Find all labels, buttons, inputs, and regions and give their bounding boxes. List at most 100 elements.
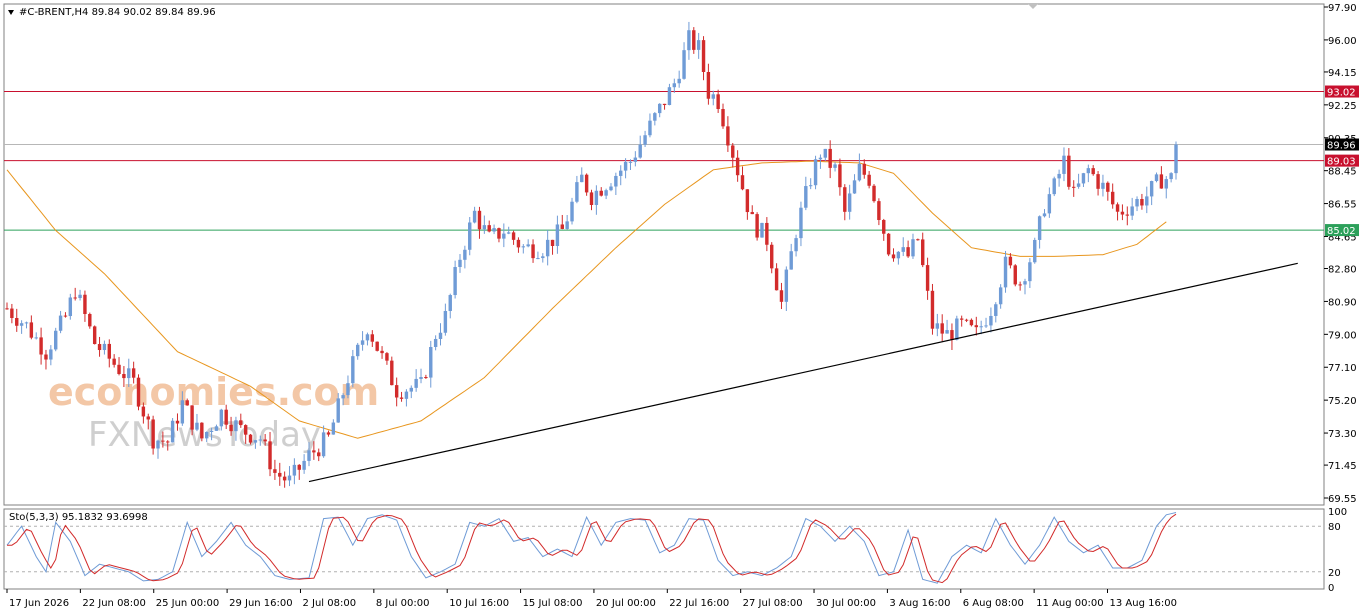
stochastic-oscillator: 100 80 20 0 bbox=[4, 507, 1347, 594]
candle-body bbox=[1164, 179, 1168, 189]
time-axis: 17 Jun 2026 22 Jun 08:00 25 Jun 00:00 29 Ju… bbox=[6, 589, 1177, 609]
candle-body bbox=[273, 469, 277, 473]
candle-body bbox=[1154, 174, 1159, 182]
price-tag-label: 89.03 bbox=[1327, 157, 1356, 168]
candle-body bbox=[1047, 194, 1052, 214]
candle-body bbox=[1062, 155, 1066, 174]
moving-average bbox=[6, 160, 1167, 439]
candle-body bbox=[770, 244, 774, 269]
x-tick-label: 22 Jun 08:00 bbox=[82, 598, 146, 609]
candle-body bbox=[711, 94, 715, 99]
candle-body bbox=[594, 190, 599, 205]
candle-body bbox=[760, 222, 764, 238]
candle-body bbox=[847, 193, 852, 212]
candle-body bbox=[959, 318, 964, 320]
x-tick-label: 20 Jul 00:00 bbox=[596, 598, 656, 609]
candle-body bbox=[331, 422, 336, 435]
candle-body bbox=[209, 430, 214, 432]
candle-body bbox=[955, 318, 959, 340]
watermark-economies: economies.com bbox=[48, 370, 379, 414]
candle-body bbox=[570, 201, 574, 222]
x-tick-label: 25 Jun 00:00 bbox=[156, 598, 220, 609]
x-tick-label: 27 Jul 08:00 bbox=[743, 598, 803, 609]
candle-body bbox=[1159, 174, 1164, 189]
candle-body bbox=[321, 432, 326, 457]
candle-body bbox=[317, 452, 321, 457]
candle-body bbox=[799, 207, 803, 239]
candle-body bbox=[243, 425, 248, 435]
candle-body bbox=[516, 239, 521, 248]
candle-body bbox=[1023, 281, 1027, 285]
candle-body bbox=[463, 249, 467, 260]
candle-body bbox=[58, 315, 63, 331]
candle-body bbox=[170, 420, 175, 443]
candle-body bbox=[998, 287, 1003, 305]
candle-body bbox=[185, 400, 189, 406]
candle-body bbox=[1033, 239, 1037, 263]
candle-body bbox=[375, 341, 379, 351]
candle-body bbox=[448, 295, 452, 311]
y-tick-label: 71.45 bbox=[1328, 461, 1357, 472]
triangle-down-icon[interactable] bbox=[8, 10, 14, 15]
price-tag-label: 85.02 bbox=[1327, 226, 1356, 237]
candle-body bbox=[44, 354, 48, 360]
candle-body bbox=[823, 148, 828, 158]
y-tick-label: 84.65 bbox=[1328, 232, 1357, 243]
candle-body bbox=[195, 422, 199, 430]
candle-body bbox=[49, 349, 53, 360]
candle-body bbox=[896, 251, 901, 259]
support-trendline bbox=[308, 262, 1298, 483]
x-tick-label: 17 Jun 2026 bbox=[9, 598, 69, 609]
candle-body bbox=[964, 319, 969, 321]
candle-body bbox=[916, 239, 920, 241]
stoch-panel-frame bbox=[3, 508, 1325, 590]
candle-body bbox=[404, 391, 409, 399]
candle-body bbox=[136, 377, 141, 407]
level-lines bbox=[4, 91, 1324, 231]
candle-body bbox=[131, 368, 136, 378]
candle-body bbox=[774, 268, 779, 291]
x-tick-label: 29 Jun 16:00 bbox=[229, 598, 293, 609]
candle-body bbox=[1028, 262, 1032, 282]
candle-body bbox=[258, 439, 262, 441]
candle-body bbox=[253, 440, 258, 443]
stoch-axis-label: 0 bbox=[1328, 583, 1334, 594]
candle-body bbox=[180, 400, 185, 424]
candle-body bbox=[989, 315, 993, 326]
stoch-axis-label: 100 bbox=[1328, 507, 1347, 518]
chart-shift-icon[interactable] bbox=[1028, 4, 1038, 9]
candle-body bbox=[336, 398, 340, 423]
candle-body bbox=[940, 323, 944, 334]
candle-body bbox=[857, 163, 862, 181]
stoch-axis-label: 20 bbox=[1328, 568, 1341, 579]
candle-body bbox=[239, 420, 243, 426]
candle-body bbox=[88, 314, 92, 327]
candle-body bbox=[360, 340, 365, 345]
candle-body bbox=[302, 460, 306, 470]
candle-body bbox=[97, 344, 102, 351]
y-tick-label: 88.45 bbox=[1328, 167, 1357, 178]
candle-body bbox=[628, 161, 633, 163]
candle-body bbox=[414, 378, 418, 388]
candle-body bbox=[1042, 213, 1047, 217]
y-tick-label: 77.10 bbox=[1328, 363, 1357, 374]
candle-body bbox=[838, 164, 842, 188]
x-tick-label: 15 Jul 08:00 bbox=[523, 598, 583, 609]
candle-body bbox=[784, 269, 789, 302]
stoch-main-line bbox=[6, 512, 1177, 584]
candle-body bbox=[24, 322, 29, 324]
candle-body bbox=[545, 239, 550, 257]
candle-body bbox=[672, 83, 677, 88]
candle-body bbox=[29, 322, 34, 338]
y-tick-label: 75.20 bbox=[1328, 396, 1357, 407]
candle-body bbox=[750, 212, 754, 215]
candle-body bbox=[370, 334, 375, 342]
candle-body bbox=[380, 350, 384, 354]
candle-body bbox=[633, 157, 638, 162]
candle-body bbox=[1086, 168, 1091, 174]
candle-body bbox=[828, 148, 832, 168]
candle-body bbox=[891, 254, 896, 259]
candle-body bbox=[10, 308, 14, 319]
price-tag bbox=[1325, 85, 1359, 98]
candle-body bbox=[268, 441, 272, 470]
